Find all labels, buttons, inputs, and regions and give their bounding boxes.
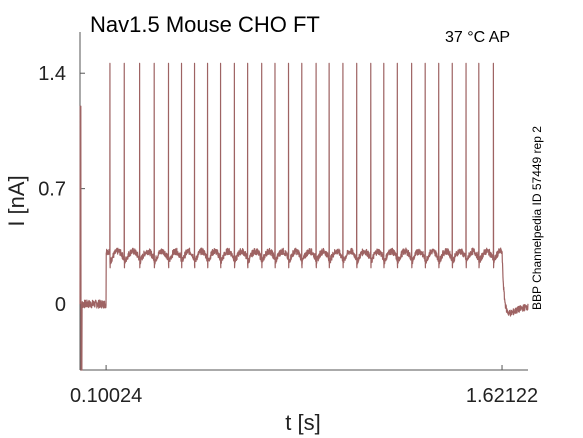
y-ticks: 0 0.7 1.4 — [38, 63, 85, 316]
chart-annotation: 37 °C AP — [445, 29, 510, 46]
y-tick-label: 0 — [55, 294, 66, 316]
current-trace-series — [79, 62, 529, 371]
x-ticks: 0.10024 1.62122 — [70, 365, 538, 407]
chart-title: Nav1.5 Mouse CHO FT — [90, 12, 320, 37]
y-axis-label: I [nA] — [4, 175, 29, 226]
y-tick-label: 0.7 — [38, 179, 66, 201]
side-label: BBP Channelpedia ID 57449 rep 2 — [530, 126, 544, 310]
y-tick-label: 1.4 — [38, 63, 66, 85]
x-axis-label: t [s] — [285, 410, 320, 435]
x-tick-label: 1.62122 — [466, 385, 538, 407]
x-tick-label: 0.10024 — [70, 385, 142, 407]
